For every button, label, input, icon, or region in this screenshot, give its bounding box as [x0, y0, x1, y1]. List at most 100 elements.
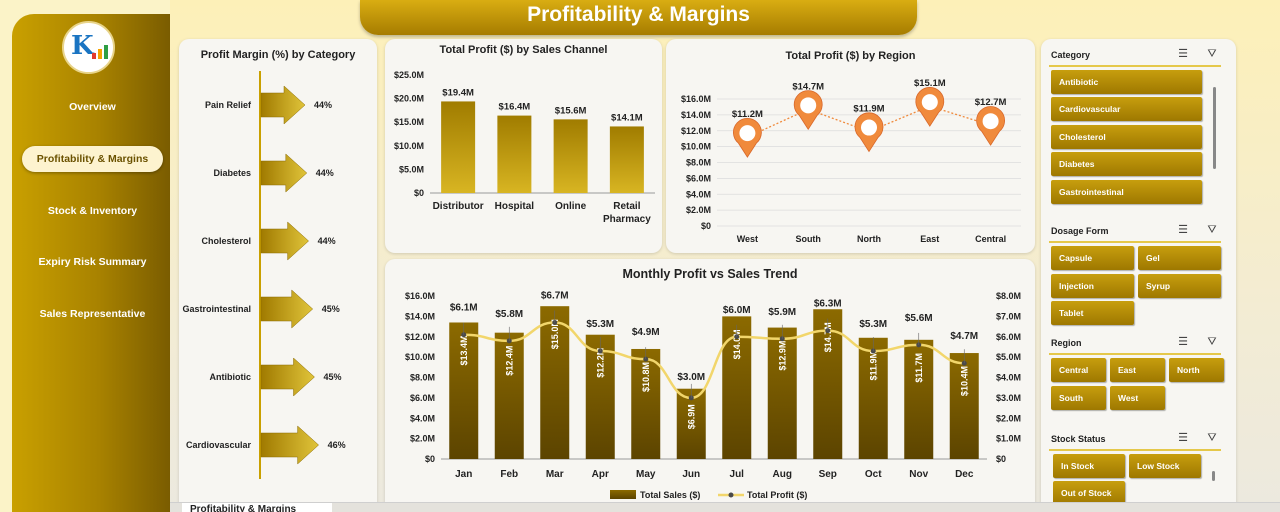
- channel-y-tick: $0: [414, 188, 424, 198]
- monthly-sales-data-label: $12.2M: [595, 348, 605, 378]
- slicer-dosage-injection[interactable]: Injection: [1051, 274, 1134, 298]
- region-data-label: $11.9M: [853, 104, 884, 115]
- category-slicer-title: Category: [1051, 50, 1091, 60]
- monthly-x-label: Jan: [455, 469, 472, 480]
- monthly-chart-title: Monthly Profit vs Sales Trend: [622, 267, 798, 281]
- region-x-label: West: [737, 234, 758, 244]
- multi-select-icon[interactable]: ☰: [1178, 224, 1188, 236]
- monthly-sales-bar-feb: [494, 332, 524, 459]
- margin-arrow-antibiotic: [260, 357, 315, 397]
- monthly-profit-point: [597, 348, 603, 354]
- margin-value-label: 44%: [316, 168, 334, 178]
- monthly-profit-line: [463, 321, 965, 400]
- nav-profitability-margins[interactable]: Profitability & Margins: [22, 146, 163, 172]
- monthly-profit-data-label: $5.3M: [859, 319, 887, 330]
- region-pin-central: [976, 106, 1005, 146]
- channel-chart-card: Total Profit ($) by Sales Channel $0 $5.0…: [385, 39, 662, 253]
- monthly-x-label: Jul: [730, 469, 745, 480]
- margin-arrow-diabetes: [260, 153, 308, 193]
- nav-stock-inventory[interactable]: Stock & Inventory: [47, 205, 138, 217]
- nav-expiry-risk-summary[interactable]: Expiry Risk Summary: [38, 256, 147, 268]
- channel-x-label: Retail: [613, 201, 640, 212]
- margin-category-label: Antibiotic: [210, 372, 252, 382]
- region-line: [747, 105, 991, 138]
- slicer-dosage-tablet[interactable]: Tablet: [1051, 301, 1134, 325]
- margin-arrow-gastrointestinal: [260, 289, 314, 329]
- slicer-category-cardiovascular[interactable]: Cardiovascular: [1051, 97, 1202, 121]
- monthly-y-right-tick: $2.0M: [996, 413, 1021, 423]
- region-x-label: Central: [975, 234, 1006, 244]
- region-data-label: $11.2M: [732, 109, 763, 120]
- monthly-y-right-tick: $8.0M: [996, 291, 1021, 301]
- slicer-dosage-gel[interactable]: Gel: [1138, 246, 1221, 270]
- category-scrollbar[interactable]: [1213, 87, 1216, 169]
- multi-select-icon[interactable]: ☰: [1178, 48, 1188, 60]
- legend-sales-label: Total Sales ($): [640, 490, 700, 500]
- slicer-region-north[interactable]: North: [1169, 358, 1224, 382]
- slicer-divider: [1049, 65, 1221, 67]
- channel-data-label: $14.1M: [611, 112, 643, 123]
- slicer-region-south[interactable]: South: [1051, 386, 1106, 410]
- monthly-profit-data-label: $4.9M: [632, 327, 660, 338]
- slicer-dosage-capsule[interactable]: Capsule: [1051, 246, 1134, 270]
- margin-chart: Pain Relief 44% Diabetes 44% Cholesterol 44% G…: [182, 71, 346, 479]
- monthly-sales-data-label: $14.0M: [732, 329, 742, 359]
- monthly-sales-bar-aug: [767, 327, 797, 459]
- region-chart-title: Total Profit ($) by Region: [785, 50, 916, 62]
- clear-filter-icon[interactable]: ⛛: [1207, 48, 1217, 60]
- channel-bar-online: [553, 119, 588, 193]
- slicer-category-gastrointestinal[interactable]: Gastrointestinal: [1051, 180, 1202, 204]
- slicer-dosage-syrup[interactable]: Syrup: [1138, 274, 1221, 298]
- region-pin-north: [854, 112, 884, 153]
- region-chart-card: Total Profit ($) by Region $0 $2.0M $4.0M $…: [666, 39, 1035, 253]
- monthly-profit-data-label: $5.6M: [905, 313, 933, 324]
- monthly-sales-data-label: $11.9M: [868, 351, 878, 381]
- monthly-sales-bar-sep: [813, 309, 843, 459]
- slicer-category-cholesterol[interactable]: Cholesterol: [1051, 125, 1202, 149]
- monthly-profit-point: [779, 336, 785, 342]
- region-data-label: $12.7M: [975, 97, 1007, 108]
- monthly-sales-data-label: $10.8M: [641, 362, 651, 392]
- region-y-tick: $8.0M: [686, 158, 711, 168]
- slicer-stock-low-stock[interactable]: Low Stock: [1129, 454, 1201, 478]
- monthly-y-left-tick: $0: [425, 454, 435, 464]
- region-data-label: $14.7M: [792, 81, 824, 92]
- monthly-y-right-tick: $4.0M: [996, 373, 1021, 383]
- slicer-category-diabetes[interactable]: Diabetes: [1051, 152, 1202, 176]
- monthly-x-label: Apr: [592, 469, 609, 480]
- sheet-tab-profitability[interactable]: Profitability & Margins: [182, 503, 332, 512]
- monthly-x-label: May: [636, 469, 656, 480]
- channel-data-label: $16.4M: [499, 102, 531, 113]
- margin-category-label: Cardiovascular: [186, 440, 252, 450]
- channel-data-label: $19.4M: [442, 87, 474, 98]
- slicer-region-central[interactable]: Central: [1051, 358, 1106, 382]
- slicer-region-east[interactable]: East: [1110, 358, 1165, 382]
- slicer-category-antibiotic[interactable]: Antibiotic: [1051, 70, 1202, 94]
- monthly-sales-data-label: $10.4M: [959, 366, 969, 396]
- clear-filter-icon[interactable]: ⛛: [1207, 336, 1217, 348]
- channel-chart-title: Total Profit ($) by Sales Channel: [439, 44, 608, 56]
- stock-scrollbar[interactable]: [1212, 471, 1215, 481]
- margin-category-label: Pain Relief: [205, 100, 252, 110]
- monthly-y-right-tick: $7.0M: [996, 311, 1021, 321]
- multi-select-icon[interactable]: ☰: [1178, 336, 1188, 348]
- monthly-chart-card: Monthly Profit vs Sales Trend $0 $2.0M $4.…: [385, 259, 1035, 512]
- channel-y-tick: $10.0M: [394, 141, 424, 151]
- nav-sales-representative[interactable]: Sales Representative: [39, 308, 146, 320]
- slicer-panel: Category ☰ ⛛ Antibiotic Cardiovascular C…: [1041, 39, 1236, 512]
- region-y-tick: $4.0M: [686, 189, 711, 199]
- clear-filter-icon[interactable]: ⛛: [1207, 224, 1217, 236]
- clear-filter-icon[interactable]: ⛛: [1207, 432, 1217, 444]
- multi-select-icon[interactable]: ☰: [1178, 432, 1188, 444]
- region-pin-east: [915, 87, 945, 127]
- channel-x-label: Distributor: [433, 201, 484, 212]
- slicer-region-west[interactable]: West: [1110, 386, 1165, 410]
- region-pin-south: [793, 90, 823, 131]
- region-x-label: North: [857, 234, 881, 244]
- slicer-stock-out-of-stock[interactable]: Out of Stock: [1053, 481, 1125, 505]
- slicer-stock-in-stock[interactable]: In Stock: [1053, 454, 1125, 478]
- nav-overview[interactable]: Overview: [69, 101, 116, 113]
- channel-bar-distributor: [441, 101, 476, 193]
- monthly-sales-bar-oct: [858, 337, 888, 459]
- stock-slicer-title: Stock Status: [1051, 434, 1106, 444]
